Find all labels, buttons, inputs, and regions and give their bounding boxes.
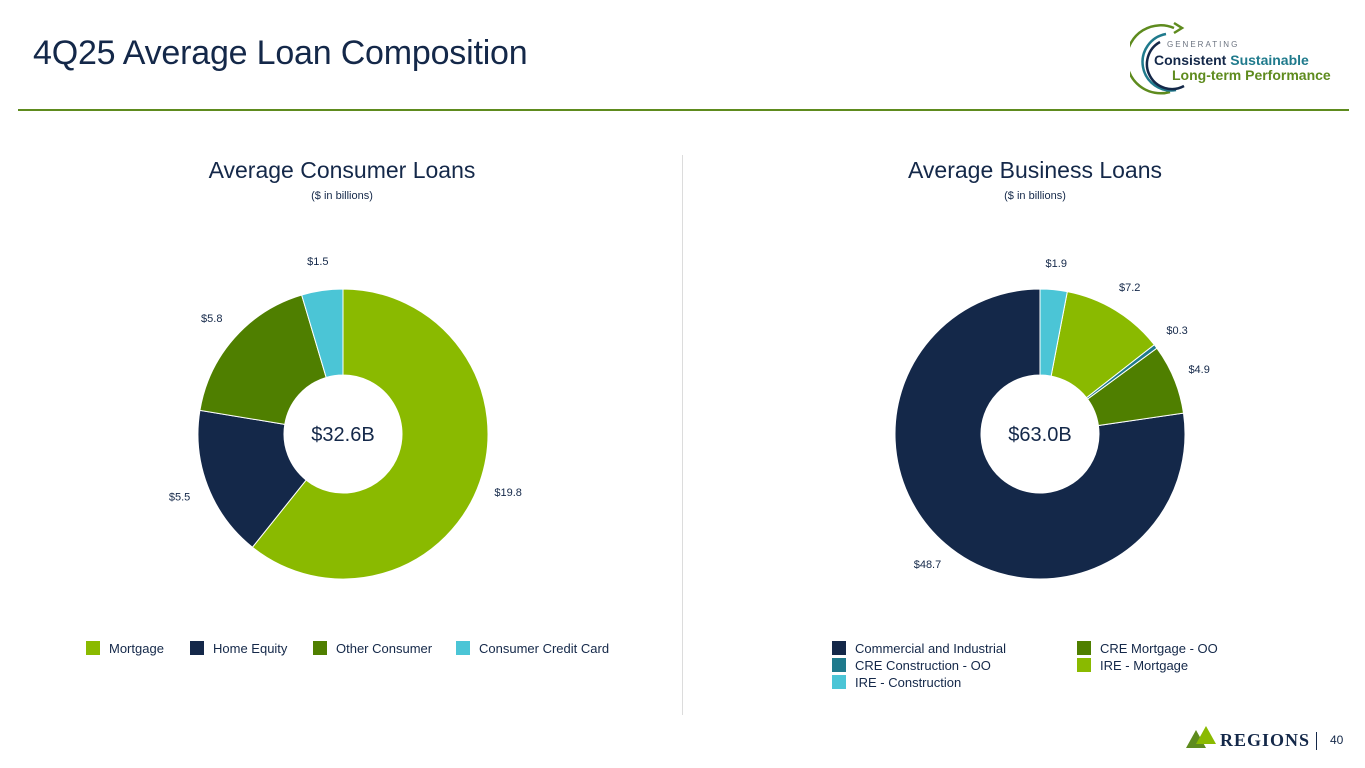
business-chart-title: Average Business Loans bbox=[907, 157, 1163, 183]
business-legend-swatch bbox=[832, 658, 846, 672]
business-chart-subtitle: ($ in billions) bbox=[1004, 190, 1066, 202]
consumer-label-home-equity: $5.5 bbox=[169, 492, 190, 504]
business-legend-label: IRE - Construction bbox=[855, 674, 962, 690]
business-legend-swatch bbox=[1077, 641, 1091, 655]
business-loans-panel: Average Business Loans ($ in billions) $… bbox=[683, 0, 1365, 768]
badge-word-consistent: Consistent bbox=[1154, 52, 1227, 68]
regions-wordmark: REGIONS bbox=[1220, 730, 1311, 750]
consumer-legend-swatch bbox=[86, 641, 100, 655]
business-label-cre-construction-oo: $0.3 bbox=[1166, 325, 1187, 337]
consumer-label-other-consumer: $5.8 bbox=[201, 313, 222, 325]
consumer-center-total: $32.6B bbox=[311, 424, 374, 446]
regions-logo-triangle-right-icon bbox=[1196, 726, 1216, 744]
business-legend-item-ire-construction: IRE - Construction bbox=[832, 674, 961, 690]
regions-logo: REGIONS bbox=[1186, 726, 1316, 752]
business-legend-swatch bbox=[1077, 658, 1091, 672]
badge-line-consistent-sustainable: Consistent Sustainable bbox=[1154, 52, 1309, 68]
generating-badge-logo: GENERATING Consistent Sustainable Long-t… bbox=[1130, 20, 1350, 100]
business-legend-label: Commercial and Industrial bbox=[855, 640, 1007, 656]
consumer-legend-swatch bbox=[190, 641, 204, 655]
business-label-commercial-and-industrial: $48.7 bbox=[914, 559, 942, 571]
consumer-loans-panel: Average Consumer Loans ($ in billions) $… bbox=[0, 0, 682, 768]
page-title: 4Q25 Average Loan Composition bbox=[33, 34, 528, 72]
badge-arc-icon bbox=[1130, 21, 1185, 95]
consumer-slice-mortgage bbox=[251, 288, 489, 580]
business-label-ire-construction: $1.9 bbox=[1046, 258, 1067, 270]
business-legend-item-commercial-and-industrial: Commercial and Industrial bbox=[832, 640, 1006, 656]
business-legend-item-ire-mortgage: IRE - Mortgage bbox=[1077, 657, 1188, 673]
business-legend-item-cre-mortgage-oo: CRE Mortgage - OO bbox=[1077, 640, 1218, 656]
business-label-cre-mortgage-oo: $4.9 bbox=[1188, 364, 1209, 376]
consumer-legend-item-home-equity: Home Equity bbox=[190, 640, 287, 656]
consumer-legend-item-other-consumer: Other Consumer bbox=[313, 640, 432, 656]
badge-line-generating: GENERATING bbox=[1167, 40, 1240, 49]
business-legend-item-cre-construction-oo: CRE Construction - OO bbox=[832, 657, 991, 673]
consumer-slice-other-consumer bbox=[199, 294, 327, 425]
footer-separator bbox=[1316, 732, 1317, 750]
consumer-legend-item-consumer-credit-card: Consumer Credit Card bbox=[456, 640, 609, 656]
consumer-legend-label: Other Consumer bbox=[336, 640, 433, 656]
badge-line-long-term: Long-term Performance bbox=[1172, 67, 1331, 83]
consumer-legend-label: Mortgage bbox=[109, 640, 164, 656]
business-legend-label: CRE Mortgage - OO bbox=[1100, 640, 1218, 656]
business-legend-swatch bbox=[832, 675, 846, 689]
consumer-slice-home-equity bbox=[197, 409, 307, 548]
badge-word-sustainable: Sustainable bbox=[1230, 52, 1309, 68]
consumer-label-mortgage: $19.8 bbox=[494, 487, 522, 499]
business-center-total: $63.0B bbox=[1008, 424, 1071, 446]
consumer-slice-consumer-credit-card bbox=[301, 288, 344, 379]
consumer-chart-title: Average Consumer Loans bbox=[208, 157, 476, 183]
business-legend-label: IRE - Mortgage bbox=[1100, 657, 1189, 673]
page-number: 40 bbox=[1330, 733, 1344, 747]
consumer-donut-chart: $19.8 $5.5 $5.8 $1.5 $32.6B bbox=[169, 256, 522, 580]
business-legend-swatch bbox=[832, 641, 846, 655]
business-slice-ire-construction bbox=[1039, 288, 1068, 377]
business-slice-commercial-and-industrial bbox=[894, 288, 1186, 580]
consumer-label-consumer-credit-card: $1.5 bbox=[307, 256, 328, 268]
consumer-legend-swatch bbox=[313, 641, 327, 655]
business-label-ire-mortgage: $7.2 bbox=[1119, 282, 1140, 294]
consumer-legend-label: Consumer Credit Card bbox=[479, 640, 610, 656]
business-donut-chart: $48.7 $4.9 $0.3 $7.2 $1.9 $63.0B bbox=[894, 258, 1210, 580]
consumer-legend-swatch bbox=[456, 641, 470, 655]
panel-divider bbox=[682, 155, 683, 715]
consumer-legend-item-mortgage: Mortgage bbox=[86, 640, 164, 656]
business-legend-label: CRE Construction - OO bbox=[855, 657, 991, 673]
title-divider-rule bbox=[18, 109, 1349, 111]
consumer-chart-subtitle: ($ in billions) bbox=[311, 190, 373, 202]
consumer-legend-label: Home Equity bbox=[213, 640, 288, 656]
